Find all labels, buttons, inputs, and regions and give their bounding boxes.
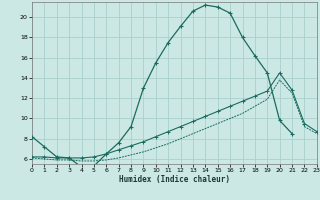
X-axis label: Humidex (Indice chaleur): Humidex (Indice chaleur) — [119, 175, 230, 184]
